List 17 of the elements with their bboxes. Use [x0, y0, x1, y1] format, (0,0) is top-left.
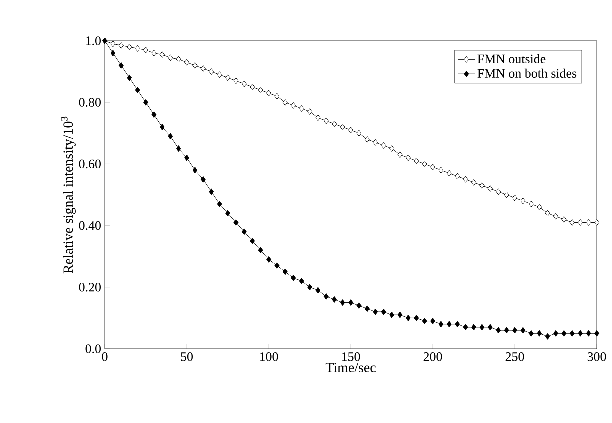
legend-label: FMN on both sides	[478, 68, 577, 78]
y-tick-label: 0.60	[79, 160, 101, 169]
legend-label: FMN outside	[478, 54, 546, 64]
x-tick-label: 200	[424, 352, 442, 362]
y-tick-label: 1.0	[86, 36, 101, 46]
x-tick-label: 250	[506, 352, 524, 362]
y-tick-label: 0.80	[79, 98, 101, 107]
y-tick-label: 0.0	[86, 344, 101, 354]
x-tick-label: 150	[342, 352, 360, 362]
x-tick-label: 100	[260, 352, 278, 362]
x-tick-label: 0	[102, 352, 108, 362]
x-tick-label: 50	[181, 352, 193, 362]
y-axis-title: Relative signal intensity/10$^{3}$	[61, 116, 76, 274]
x-tick-label: 300	[588, 352, 606, 362]
y-tick-label: 0.40	[79, 221, 101, 230]
y-tick-label: 0.20	[79, 283, 101, 292]
x-axis-title: Time/sec	[326, 363, 376, 372]
